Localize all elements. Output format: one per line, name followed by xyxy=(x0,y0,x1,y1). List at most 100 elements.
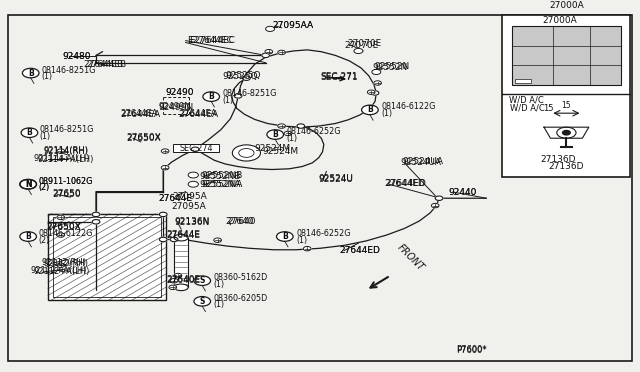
Text: 27000A: 27000A xyxy=(543,16,577,25)
Text: 92490: 92490 xyxy=(165,88,194,97)
Text: 27650X: 27650X xyxy=(46,223,81,232)
Circle shape xyxy=(232,145,260,161)
Text: (1): (1) xyxy=(214,280,225,289)
Circle shape xyxy=(21,128,38,138)
Circle shape xyxy=(563,131,570,135)
Circle shape xyxy=(159,212,167,217)
Circle shape xyxy=(194,296,211,306)
Text: 92490: 92490 xyxy=(165,89,194,97)
Text: B: B xyxy=(273,130,278,139)
Text: 27644E: 27644E xyxy=(159,195,193,203)
Bar xyxy=(502,15,630,177)
Circle shape xyxy=(265,49,273,54)
Circle shape xyxy=(262,53,269,58)
Text: 92112+A(LH): 92112+A(LH) xyxy=(33,267,90,276)
Text: 92524UA: 92524UA xyxy=(402,157,443,166)
Circle shape xyxy=(303,247,311,251)
Circle shape xyxy=(57,233,65,237)
Text: (2): (2) xyxy=(38,183,50,192)
Text: 92499N: 92499N xyxy=(159,102,191,112)
Text: 27650: 27650 xyxy=(52,190,81,199)
Text: 27644EB: 27644EB xyxy=(86,60,127,69)
Circle shape xyxy=(194,276,211,285)
Text: 27644E: 27644E xyxy=(166,230,200,239)
Circle shape xyxy=(20,179,36,189)
Text: 92524M: 92524M xyxy=(255,144,291,153)
Text: 92136N: 92136N xyxy=(174,218,209,227)
Text: 92480: 92480 xyxy=(63,52,92,61)
Circle shape xyxy=(354,48,363,54)
Text: 92524U: 92524U xyxy=(319,174,353,183)
Text: 08146-8251G: 08146-8251G xyxy=(223,89,277,98)
Bar xyxy=(48,214,166,300)
Text: B: B xyxy=(209,92,214,101)
Text: 27095A: 27095A xyxy=(172,202,206,211)
Text: 92136N: 92136N xyxy=(174,217,209,226)
Circle shape xyxy=(159,237,167,242)
Text: 92552NA: 92552NA xyxy=(202,180,243,189)
Text: 08146-8251G: 08146-8251G xyxy=(42,65,96,75)
Text: 27070E: 27070E xyxy=(347,39,381,48)
Text: SEC.274: SEC.274 xyxy=(179,144,212,153)
Circle shape xyxy=(214,238,221,243)
Text: 08360-6205D: 08360-6205D xyxy=(214,294,268,303)
Circle shape xyxy=(266,26,275,32)
Text: 92552NB: 92552NB xyxy=(202,170,243,180)
Text: B: B xyxy=(26,232,31,241)
Text: FRONT: FRONT xyxy=(396,242,426,273)
Text: N: N xyxy=(25,180,31,189)
Ellipse shape xyxy=(174,284,188,291)
Circle shape xyxy=(161,166,169,170)
Bar xyxy=(174,238,188,287)
Text: 92525Q: 92525Q xyxy=(225,71,260,80)
Text: 92480: 92480 xyxy=(63,52,92,61)
Text: 27136D: 27136D xyxy=(548,162,584,171)
Circle shape xyxy=(20,179,36,189)
Circle shape xyxy=(374,81,381,85)
Circle shape xyxy=(188,172,198,178)
Circle shape xyxy=(372,69,381,74)
Text: 92524U: 92524U xyxy=(319,175,353,184)
Text: B: B xyxy=(367,105,372,114)
Text: 08911-1062G: 08911-1062G xyxy=(38,177,93,186)
Text: (2): (2) xyxy=(38,183,50,192)
Text: 27136D: 27136D xyxy=(541,155,576,164)
Text: 08360-5162D: 08360-5162D xyxy=(214,273,268,282)
Text: (1): (1) xyxy=(296,236,307,245)
Text: B: B xyxy=(28,68,33,77)
Circle shape xyxy=(435,196,443,201)
Bar xyxy=(512,26,621,85)
Text: SEC.271: SEC.271 xyxy=(320,73,358,82)
Circle shape xyxy=(297,124,305,128)
Text: 27095AA: 27095AA xyxy=(272,22,313,31)
Text: 27640: 27640 xyxy=(225,217,254,226)
Text: 27650: 27650 xyxy=(52,189,81,198)
Text: 08911-1062G: 08911-1062G xyxy=(38,177,93,186)
Text: B: B xyxy=(282,232,287,241)
Bar xyxy=(53,217,161,297)
Text: 27095A: 27095A xyxy=(173,192,207,201)
Circle shape xyxy=(170,237,178,242)
Text: 27650X: 27650X xyxy=(127,134,161,143)
Text: S: S xyxy=(200,276,205,285)
Text: 92114+A(LH): 92114+A(LH) xyxy=(37,155,93,164)
Text: 08146-6122G: 08146-6122G xyxy=(38,229,93,238)
Text: 92525Q: 92525Q xyxy=(223,72,258,81)
Text: 27000A: 27000A xyxy=(549,1,584,10)
Text: 92524M: 92524M xyxy=(262,147,298,156)
Text: 27644EB: 27644EB xyxy=(83,60,124,69)
Text: SEC.271: SEC.271 xyxy=(320,72,358,81)
Text: (2): (2) xyxy=(38,236,50,245)
Circle shape xyxy=(431,203,439,208)
Text: (1): (1) xyxy=(381,109,392,118)
Text: 27644E: 27644E xyxy=(159,194,193,203)
Text: 08146-6252G: 08146-6252G xyxy=(287,127,341,136)
Circle shape xyxy=(234,94,242,98)
Text: (1): (1) xyxy=(223,96,234,105)
Text: 08146-6122G: 08146-6122G xyxy=(381,102,436,112)
Text: 27640: 27640 xyxy=(227,217,256,225)
Text: (1): (1) xyxy=(287,134,298,143)
Text: 27095AA: 27095AA xyxy=(272,22,313,31)
Circle shape xyxy=(92,212,100,217)
Text: (1): (1) xyxy=(214,301,225,310)
